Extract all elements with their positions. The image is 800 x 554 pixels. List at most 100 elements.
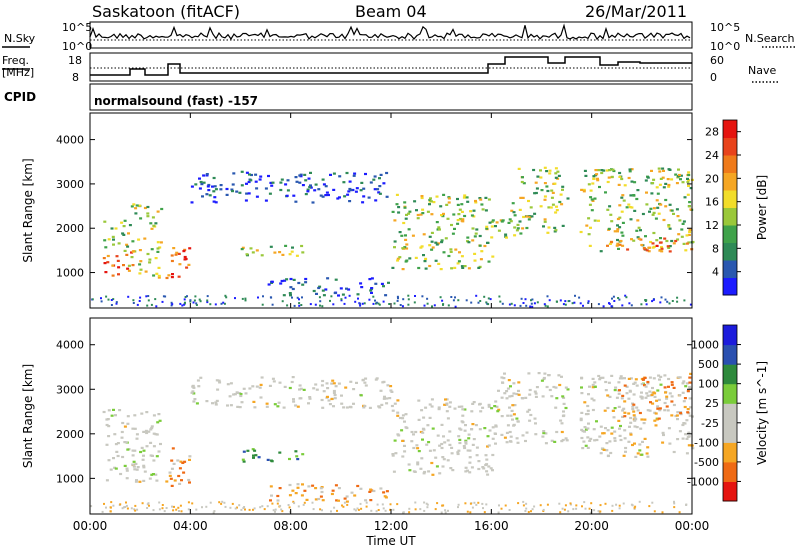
heatmap-cell	[515, 417, 519, 420]
heatmap-cell	[362, 195, 366, 198]
heatmap-cell	[116, 454, 120, 458]
heatmap-cell	[522, 215, 526, 219]
heatmap-cell	[485, 458, 489, 461]
heatmap-cell	[299, 397, 303, 400]
heatmap-cell	[662, 169, 665, 172]
heatmap-cell	[248, 173, 251, 176]
heatmap-cell	[678, 219, 682, 222]
heatmap-cell	[168, 474, 172, 477]
heatmap-cell	[261, 303, 264, 306]
heatmap-cell	[229, 404, 233, 407]
heatmap-cell	[235, 190, 239, 193]
heatmap-cell	[396, 295, 399, 298]
heatmap-cell	[604, 502, 607, 505]
heatmap-cell	[508, 218, 512, 221]
heatmap-cell	[245, 182, 248, 185]
heatmap-cell	[152, 445, 156, 448]
heatmap-cell	[121, 507, 124, 510]
heatmap-cell	[356, 507, 359, 510]
colorbar-tick-label: 25	[705, 397, 719, 410]
heatmap-cell	[314, 487, 318, 490]
heatmap-cell	[322, 294, 326, 297]
heatmap-cell	[317, 188, 321, 191]
heatmap-cell	[356, 484, 360, 488]
heatmap-cell	[400, 234, 404, 237]
heatmap-cell	[219, 184, 223, 187]
heatmap-cell	[155, 305, 158, 308]
heatmap-cell	[329, 299, 331, 302]
heatmap-cell	[389, 385, 393, 388]
y-tick-label: 4000	[56, 134, 84, 147]
heatmap-cell	[580, 386, 583, 389]
heatmap-cell	[149, 222, 153, 225]
heatmap-cell	[214, 303, 217, 306]
heatmap-cell	[572, 508, 575, 511]
heatmap-cell	[390, 390, 394, 393]
heatmap-cell	[629, 433, 633, 436]
heatmap-cell	[680, 228, 684, 231]
heatmap-cell	[618, 504, 621, 507]
heatmap-cell	[450, 452, 454, 455]
heatmap-cell	[590, 397, 594, 400]
heatmap-cell	[628, 170, 632, 173]
heatmap-cell	[270, 280, 274, 283]
heatmap-cell	[653, 510, 656, 513]
heatmap-cell	[508, 406, 511, 409]
heatmap-cell	[621, 194, 625, 197]
heatmap-cell	[622, 407, 626, 410]
heatmap-cell	[309, 303, 312, 306]
heatmap-cell	[544, 432, 548, 435]
heatmap-cell	[615, 244, 619, 247]
colorbar-tick-label: 24	[705, 149, 719, 162]
colorbar-frame	[722, 119, 738, 296]
heatmap-cell	[161, 300, 164, 303]
heatmap-cell	[452, 213, 456, 216]
heatmap-cell	[464, 424, 467, 427]
heatmap-cell	[278, 451, 282, 454]
heatmap-cell	[354, 300, 357, 303]
heatmap-cell	[141, 502, 144, 505]
heatmap-cell	[457, 405, 461, 408]
heatmap-cell	[526, 410, 530, 413]
heatmap-cell	[265, 402, 269, 405]
heatmap-cell	[686, 435, 690, 438]
heatmap-cell	[431, 473, 435, 476]
heatmap-cell	[426, 506, 429, 509]
heatmap-cell	[551, 203, 555, 206]
heatmap-cell	[688, 385, 692, 389]
heatmap-cell	[542, 376, 546, 380]
x-tick-label: 04:00	[173, 519, 208, 533]
heatmap-cell	[111, 274, 115, 277]
heatmap-cell	[270, 494, 273, 497]
heatmap-cell	[676, 300, 679, 303]
heatmap-cell	[547, 206, 551, 209]
heatmap-cell	[244, 508, 246, 511]
heatmap-cell	[668, 245, 672, 248]
heatmap-cell	[640, 418, 644, 421]
heatmap-cell	[534, 392, 538, 395]
heatmap-cell	[592, 399, 596, 402]
heatmap-cell	[535, 187, 539, 190]
heatmap-cell	[533, 192, 537, 195]
heatmap-cell	[645, 299, 648, 302]
heatmap-cell	[330, 492, 334, 496]
heatmap-cell	[175, 508, 178, 511]
heatmap-cell	[259, 383, 263, 386]
heatmap-cell	[117, 266, 121, 269]
heatmap-cell	[304, 179, 308, 182]
heatmap-cell	[536, 301, 539, 304]
heatmap-cell	[438, 472, 442, 475]
heatmap-cell	[607, 381, 611, 384]
heatmap-cell	[480, 250, 484, 253]
heatmap-cell	[131, 463, 135, 466]
heatmap-cell	[546, 231, 550, 234]
heatmap-cell	[238, 406, 242, 409]
heatmap-cell	[281, 300, 284, 303]
heatmap-cell	[280, 178, 284, 181]
heatmap-cell	[131, 449, 135, 452]
heatmap-cell	[384, 509, 387, 512]
heatmap-cell	[494, 442, 497, 445]
heatmap-cell	[321, 289, 325, 292]
heatmap-cell	[253, 449, 257, 452]
heatmap-cell	[474, 232, 478, 235]
